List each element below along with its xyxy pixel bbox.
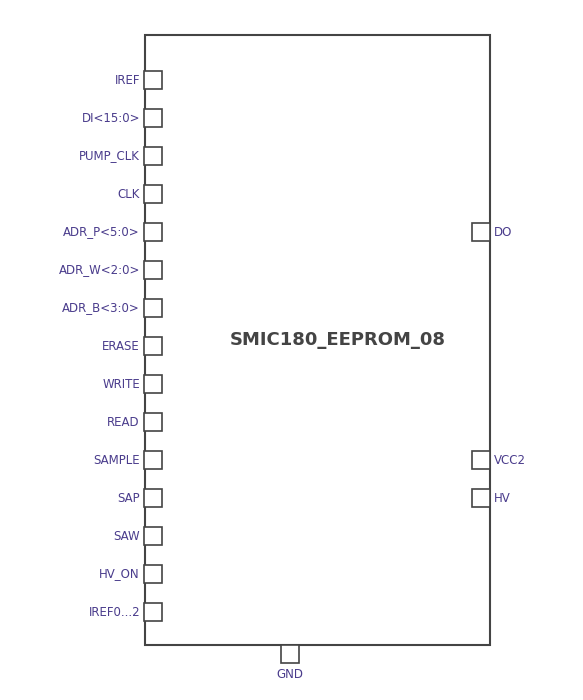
Bar [472,489,490,507]
Text: CLK: CLK [118,188,140,200]
Text: ERASE: ERASE [102,340,140,353]
Bar [472,451,490,469]
Bar [144,223,162,241]
Text: ADR_B<3:0>: ADR_B<3:0> [62,302,140,314]
Bar [144,603,162,621]
Text: HV_ON: HV_ON [99,568,140,580]
Bar [144,185,162,203]
Bar [144,261,162,279]
Text: SMIC180_EEPROM_08: SMIC180_EEPROM_08 [230,331,445,349]
Bar [144,299,162,317]
Text: DO: DO [494,225,512,239]
Bar [281,645,299,663]
Text: IREF: IREF [114,74,140,87]
Text: PUMP_CLK: PUMP_CLK [79,150,140,162]
Bar [144,413,162,431]
Text: ADR_W<2:0>: ADR_W<2:0> [59,263,140,276]
Bar [144,565,162,583]
Bar [144,451,162,469]
Text: HV: HV [494,491,511,505]
Text: GND: GND [276,668,304,681]
Text: ADR_P<5:0>: ADR_P<5:0> [64,225,140,239]
Text: DI<15:0>: DI<15:0> [82,111,140,125]
Text: VCC2: VCC2 [494,454,526,466]
Bar [144,109,162,127]
Bar [472,223,490,241]
Bar [144,147,162,165]
Bar [144,71,162,89]
Text: WRITE: WRITE [102,377,140,391]
Bar [144,527,162,545]
Text: READ: READ [107,416,140,428]
Text: SAP: SAP [117,491,140,505]
Bar [145,35,490,645]
Text: IREF0...2: IREF0...2 [89,606,140,619]
Bar [144,375,162,393]
Text: SAW: SAW [113,529,140,542]
Text: SAMPLE: SAMPLE [93,454,140,466]
Bar [144,337,162,355]
Bar [144,489,162,507]
